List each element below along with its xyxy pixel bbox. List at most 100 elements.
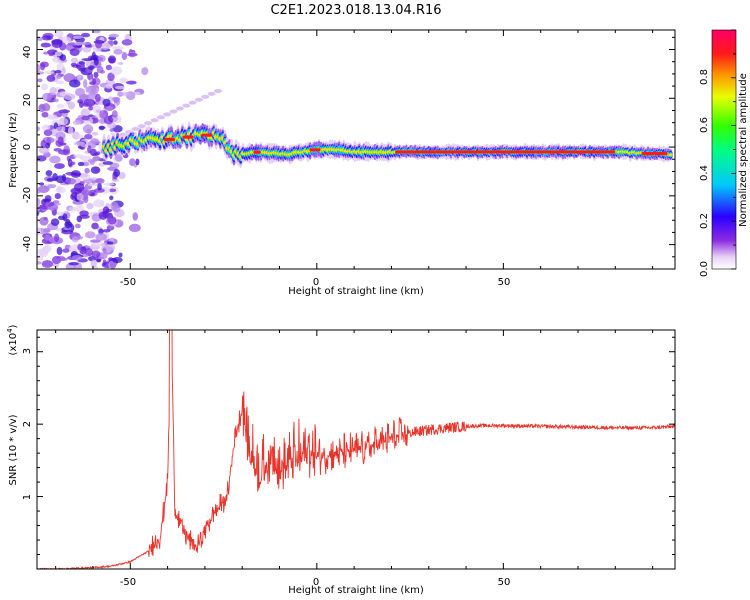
noise-blob [91,222,99,230]
noise-blob [79,42,91,46]
noise-blob [37,64,41,72]
bottom-xaxis-label: Height of straight line (km) [288,585,424,596]
noise-blob [70,170,81,178]
noise-blob [107,72,115,81]
noise-blob [49,86,57,96]
noise-blob [135,158,140,166]
noise-blob [105,244,116,251]
noise-blob [44,70,54,75]
noise-blob [58,109,71,114]
noise-blob [105,105,114,112]
noise-blob [92,47,102,52]
noise-blob [110,66,123,76]
noise-blob [54,30,64,38]
faint-streak [201,94,210,99]
noise-blob [113,40,118,45]
noise-blob [67,158,73,167]
top-xtick-label: 50 [498,277,511,288]
noise-blob [52,200,60,204]
noise-blob [118,252,123,258]
noise-blob [37,37,44,41]
noise-blob [94,166,99,173]
noise-blob [102,161,114,165]
spectrogram-heatmap [37,30,673,269]
bottom-ytick-label: 3 [22,348,33,354]
noise-blob [54,233,60,243]
noise-blob [88,105,94,111]
noise-blob [98,211,108,220]
noise-blob [72,120,82,126]
noise-blob [77,74,83,79]
noise-blob [103,182,115,186]
noise-blob [89,148,97,157]
noise-blob [82,161,89,167]
noise-blob [61,67,66,75]
noise-blob [127,52,138,57]
noise-blob [52,173,58,182]
ridge-peak [309,148,321,152]
noise-blob [77,161,85,167]
noise-blob [37,78,43,83]
noise-blob [76,134,83,139]
noise-blob [51,39,63,48]
ridge-peak [182,135,194,139]
noise-blob [108,188,117,193]
noise-blob [89,239,101,243]
noise-blob [69,48,80,56]
noise-blob [95,233,107,241]
noise-blob [40,140,47,149]
noise-blob [81,115,90,121]
noise-blob [67,126,74,135]
snr-ticks [37,330,675,569]
noise-blob [85,85,97,94]
noise-blob [112,257,123,263]
bottom-xtick-label: 0 [313,577,319,588]
noise-blob [81,58,94,62]
faint-streak [150,118,159,123]
noise-blob [40,83,49,91]
faint-streak [131,127,140,132]
spectrogram-frame [36,29,676,270]
noise-blob [92,140,101,145]
noise-blob [121,39,133,46]
noise-blob [89,159,95,165]
noise-blob [77,243,83,251]
snr-frame [36,329,676,570]
noise-blob [89,81,96,85]
noise-blob [114,85,126,90]
colorbar-tick-label: 0.8 [699,69,710,85]
noise-blob [57,149,69,155]
faint-streak [194,97,203,102]
noise-blob [68,79,81,88]
faint-streak [207,91,216,96]
noise-blob [46,74,56,82]
noise-blob [111,96,121,101]
noise-blob [93,71,99,78]
bottom-ytick-label: 2 [22,421,33,427]
noise-blob [84,134,93,140]
noise-blob [37,155,47,162]
noise-blob [112,46,125,50]
noise-blob [91,250,101,259]
noise-blob [107,55,117,64]
colorbar-tick-label: 0.2 [699,213,710,229]
noise-blob [70,57,78,64]
noise-blob [108,40,113,45]
noise-blob [93,199,105,208]
noise-blob [126,80,137,85]
noise-blob [99,109,109,119]
noise-blob [108,33,120,38]
noise-blob [128,223,141,233]
noise-blob [105,64,112,71]
noise-blob [68,262,79,266]
ridge-peak [163,137,176,142]
noise-blob [41,260,54,268]
bottom-yaxis-label: SNR (10 * v/v) [8,414,19,485]
noise-blob [47,116,58,120]
top-ytick-label: -40 [22,236,33,252]
noise-blob [84,231,96,239]
noise-blob [60,36,72,44]
noise-blob [95,178,105,184]
top-xtick-label: 0 [313,277,319,288]
